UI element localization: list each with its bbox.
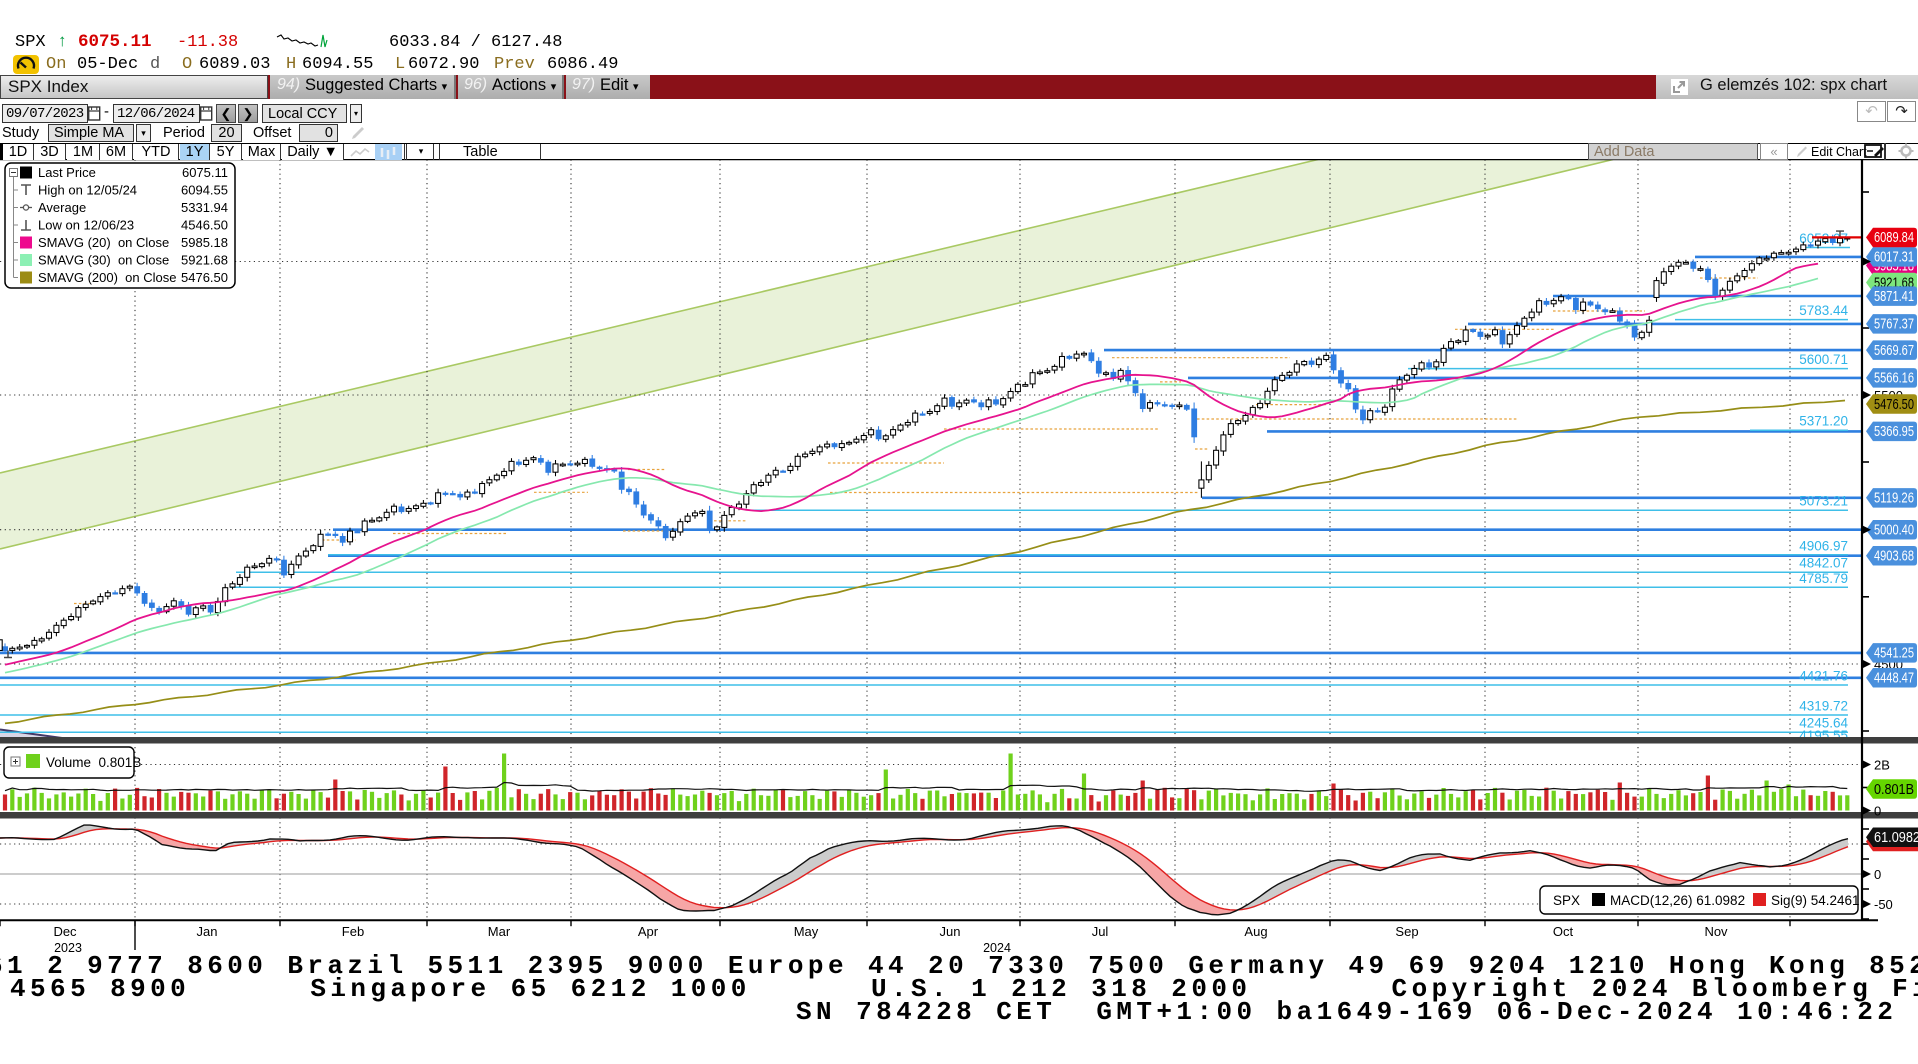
svg-text:SPX: SPX (1553, 893, 1580, 908)
svg-text:Nov: Nov (1704, 924, 1728, 939)
svg-text:4903.68: 4903.68 (1874, 549, 1914, 565)
svg-text:5783.44: 5783.44 (1799, 303, 1848, 318)
svg-text:61.0982: 61.0982 (1874, 830, 1918, 846)
svg-text:Dec: Dec (53, 924, 77, 939)
svg-text:Jan: Jan (197, 924, 218, 939)
svg-text:High on 12/05/24: High on 12/05/24 (38, 183, 137, 198)
svg-text:4245.64: 4245.64 (1799, 716, 1848, 731)
svg-text:5476.50: 5476.50 (1874, 397, 1914, 413)
svg-text:5366.95: 5366.95 (1874, 424, 1914, 440)
svg-text:Oct: Oct (1553, 924, 1574, 939)
svg-text:Last Price: Last Price (38, 165, 96, 180)
svg-text:6094.55: 6094.55 (181, 183, 228, 198)
svg-text:-50: -50 (1874, 897, 1893, 912)
svg-text:5566.16: 5566.16 (1874, 371, 1914, 387)
svg-text:4319.72: 4319.72 (1799, 699, 1848, 714)
svg-text:Low on 12/06/23: Low on 12/06/23 (38, 218, 134, 233)
svg-text:6017.31: 6017.31 (1874, 250, 1914, 266)
svg-text:5000.40: 5000.40 (1874, 523, 1914, 539)
svg-text:Feb: Feb (342, 924, 364, 939)
svg-text:4448.47: 4448.47 (1874, 671, 1914, 687)
svg-text:2B: 2B (1874, 758, 1890, 773)
svg-text:0: 0 (1874, 867, 1881, 882)
svg-text:Jul: Jul (1092, 924, 1109, 939)
svg-text:5073.21: 5073.21 (1799, 494, 1848, 509)
svg-text:Sep: Sep (1395, 924, 1418, 939)
svg-text:4546.50: 4546.50 (181, 218, 228, 233)
svg-text:4906.97: 4906.97 (1799, 538, 1848, 553)
svg-text:5669.67: 5669.67 (1874, 343, 1914, 359)
svg-text:SMAVG (200) on Close: SMAVG (200) on Close (38, 270, 176, 285)
svg-text:Average: Average (38, 200, 86, 215)
svg-text:5476.50: 5476.50 (181, 270, 228, 285)
svg-text:5871.41: 5871.41 (1874, 289, 1914, 305)
svg-text:5119.26: 5119.26 (1874, 491, 1914, 507)
svg-text:4195.55: 4195.55 (1799, 728, 1848, 743)
svg-text:5985.18: 5985.18 (181, 235, 228, 250)
svg-text:0: 0 (1874, 804, 1881, 819)
svg-text:4785.79: 4785.79 (1799, 571, 1848, 586)
svg-text:May: May (794, 924, 819, 939)
svg-text:Jun: Jun (940, 924, 961, 939)
svg-text:Sig(9) 54.2461: Sig(9) 54.2461 (1771, 893, 1860, 908)
svg-text:4842.07: 4842.07 (1799, 556, 1848, 571)
svg-text:Aug: Aug (1244, 924, 1267, 939)
svg-text:Mar: Mar (488, 924, 511, 939)
svg-text:5767.37: 5767.37 (1874, 317, 1914, 333)
svg-text:0.801B: 0.801B (1874, 782, 1914, 798)
svg-text:SMAVG (30) on Close: SMAVG (30) on Close (38, 253, 169, 268)
svg-text:6089.84: 6089.84 (1874, 230, 1914, 246)
svg-text:5371.20: 5371.20 (1799, 414, 1848, 429)
svg-text:MACD(12,26) 61.0982: MACD(12,26) 61.0982 (1610, 893, 1745, 908)
svg-text:2023: 2023 (54, 941, 82, 955)
svg-text:SMAVG (20) on Close: SMAVG (20) on Close (38, 235, 169, 250)
svg-text:5921.68: 5921.68 (181, 253, 228, 268)
svg-text:4421.76: 4421.76 (1799, 669, 1848, 684)
svg-text:6075.11: 6075.11 (182, 165, 228, 180)
svg-text:Volume 0.801B: Volume 0.801B (46, 755, 141, 770)
svg-text:5600.71: 5600.71 (1799, 352, 1848, 367)
svg-text:5331.94: 5331.94 (181, 200, 228, 215)
svg-text:Apr: Apr (638, 924, 659, 939)
svg-text:4541.25: 4541.25 (1874, 646, 1914, 662)
svg-text:2024: 2024 (983, 941, 1011, 955)
